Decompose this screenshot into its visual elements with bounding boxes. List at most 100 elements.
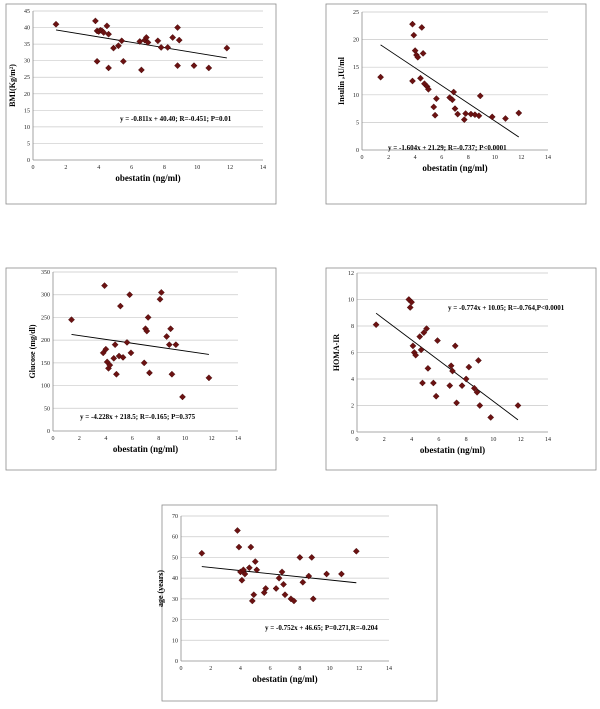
x-tick-label: 2	[387, 155, 390, 161]
y-axis-title: BMI(Kg/m²)	[8, 64, 17, 107]
data-point	[476, 402, 484, 409]
y-tick-label: 8	[351, 324, 354, 330]
x-tick-label: 14	[235, 436, 241, 442]
data-point	[198, 549, 206, 557]
data-point	[105, 64, 112, 72]
y-tick-label: 200	[41, 338, 50, 344]
data-point	[179, 393, 186, 401]
data-point	[113, 370, 120, 378]
data-point	[172, 341, 180, 349]
data-point	[475, 112, 483, 120]
data-point	[110, 354, 118, 362]
data-point	[278, 568, 286, 576]
data-point	[101, 282, 108, 290]
data-point	[238, 576, 246, 584]
y-tick-label: 100	[41, 384, 50, 390]
y-tick-label: 10	[172, 638, 178, 644]
trend-line	[71, 333, 209, 355]
x-tick-label: 6	[131, 436, 134, 442]
regression-equation: y = -4.228x + 218.5; R=-0.165; P=0.375	[80, 413, 196, 421]
data-point	[323, 570, 330, 578]
y-tick-label: 0	[175, 659, 178, 665]
data-point	[476, 92, 484, 100]
x-tick-label: 2	[64, 165, 67, 171]
data-point	[174, 62, 181, 70]
data-point	[140, 359, 148, 367]
data-point	[247, 543, 255, 551]
data-point	[68, 316, 75, 324]
y-tick-label: 0	[351, 430, 354, 436]
data-point	[338, 570, 345, 578]
x-tick-label: 4	[104, 436, 107, 442]
y-tick-label: 25	[353, 10, 359, 16]
y-tick-label: 300	[41, 293, 50, 299]
data-point	[453, 399, 460, 407]
data-point	[142, 34, 150, 41]
x-tick-label: 12	[518, 437, 524, 443]
y-tick-label: 50	[172, 555, 178, 561]
x-tick-label: 10	[194, 165, 200, 171]
data-point	[419, 379, 426, 387]
data-point	[308, 554, 316, 561]
x-tick-label: 2	[78, 436, 81, 442]
y-tick-label: 4	[351, 377, 354, 383]
data-point	[425, 85, 432, 93]
x-tick-label: 4	[414, 155, 417, 161]
x-tick-label: 4	[239, 666, 242, 672]
data-point	[102, 345, 110, 353]
y-tick-label: 15	[24, 108, 30, 114]
data-point	[169, 34, 177, 41]
x-tick-label: 12	[518, 155, 524, 161]
y-tick-label: 350	[41, 270, 50, 276]
y-tick-label: 40	[172, 576, 178, 582]
data-point	[111, 341, 119, 349]
data-point	[138, 66, 145, 74]
y-axis-title: Glucose (mg/dl)	[28, 324, 37, 378]
y-tick-label: 10	[24, 125, 30, 131]
data-point	[423, 325, 430, 333]
data-point	[416, 333, 424, 340]
data-point	[248, 597, 256, 605]
data-point	[235, 543, 243, 551]
data-point	[251, 558, 259, 565]
data-point	[234, 527, 241, 534]
data-point	[434, 337, 441, 344]
trend-line	[380, 44, 520, 138]
data-point	[157, 289, 165, 296]
trend-line	[375, 312, 519, 421]
y-tick-label: 2	[351, 404, 354, 410]
trend-line	[201, 566, 357, 584]
x-tick-label: 12	[227, 165, 233, 171]
data-point	[52, 20, 60, 28]
data-point	[475, 357, 482, 364]
data-point	[458, 382, 466, 390]
data-point	[410, 31, 418, 39]
data-point	[167, 325, 174, 333]
data-point	[448, 96, 456, 104]
x-tick-label: 8	[467, 155, 470, 161]
x-axis-title: obestatin (ng/ml)	[252, 674, 317, 684]
chart-panel-4: 0 2 4 6 8 10 12 0 2 4 6 8 10 12 14 obestatin (ng/ml) HOM…	[325, 267, 597, 471]
x-axis-title: obestatin (ng/ml)	[113, 444, 178, 454]
chart-panel-3: 0 50 100 150 200 250 300 350 0 2 4 6 8 10 12 14 obestati…	[5, 267, 277, 471]
data-point	[118, 37, 126, 45]
y-tick-label: 45	[24, 9, 30, 15]
y-tick-label: 60	[172, 535, 178, 541]
data-point	[163, 333, 171, 340]
y-tick-label: 50	[44, 406, 50, 412]
data-point	[352, 547, 360, 555]
x-tick-label: 14	[386, 666, 392, 672]
data-point	[119, 354, 127, 361]
y-tick-label: 5	[356, 120, 359, 126]
x-axis-title: obestatin (ng/ml)	[115, 173, 180, 183]
data-point	[106, 361, 114, 369]
data-point	[299, 578, 307, 586]
y-tick-label: 10	[348, 298, 354, 304]
chart-frame	[161, 504, 438, 702]
x-tick-label: 6	[437, 437, 440, 443]
data-point	[372, 321, 380, 329]
data-point	[418, 24, 426, 31]
data-point	[262, 585, 270, 592]
y-axis-title: age (years)	[156, 570, 165, 607]
x-tick-label: 6	[130, 165, 133, 171]
